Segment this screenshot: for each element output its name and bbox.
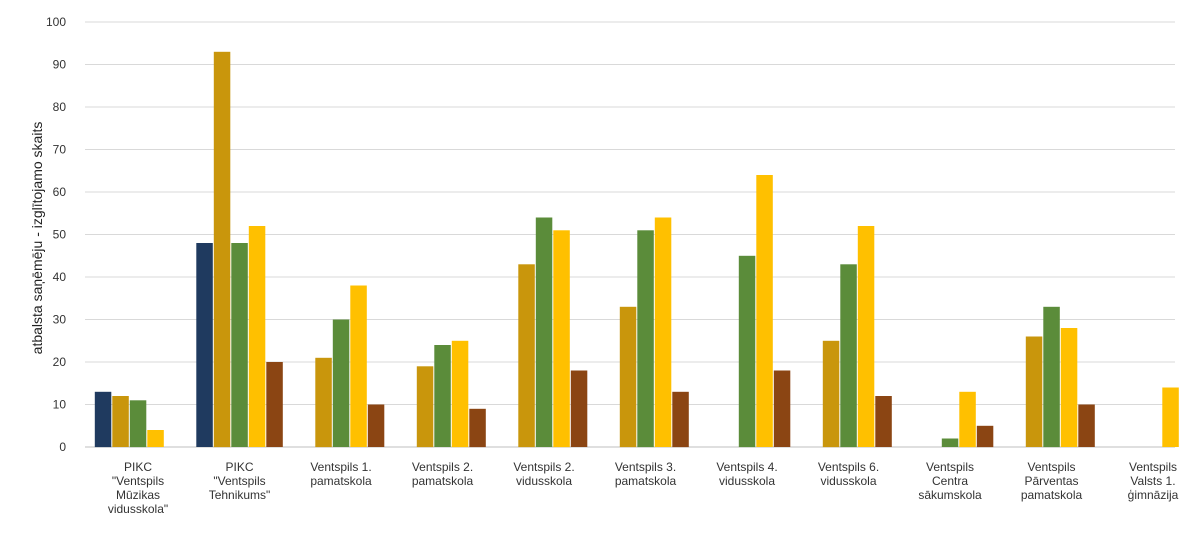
bar [959,391,976,448]
bar [196,243,213,447]
bar [147,430,164,447]
bar [822,340,840,448]
bar [129,400,147,448]
bar [469,408,486,448]
bar [350,285,367,447]
bar [672,391,689,448]
x-category-label: Ventspils 2. vidusskola [513,460,574,488]
x-axis-categories: PIKC "Ventspils Mūzikas vidusskola" PIKC "Ven… [108,460,1179,516]
bar [1043,306,1060,448]
bar [451,340,469,448]
bar [367,404,385,447]
y-tick-label: 0 [59,440,66,454]
y-axis-label: atbalsta saņēmēju - izglītojamo skaits [29,122,45,355]
x-category-label: Ventspils 3. pamatskola [615,460,677,488]
bar [976,425,994,448]
bar [570,370,588,447]
bar [857,226,875,447]
x-category-label: Ventspils 2. pamatskola [412,460,474,488]
bar [112,396,129,447]
bar [266,362,283,447]
bar [553,230,570,448]
bar [875,396,892,447]
y-tick-label: 80 [53,100,67,114]
y-tick-label: 30 [53,313,67,327]
x-category-label: Ventspils Pārventas pamatskola [1021,460,1083,502]
y-tick-label: 60 [53,185,67,199]
bar [1060,328,1078,447]
bar [518,264,535,448]
y-tick-label: 70 [53,143,67,157]
bar [213,51,231,448]
bars [94,51,1179,448]
y-axis-ticks: 0 10 20 30 40 50 60 70 80 90 100 [46,15,66,454]
y-tick-label: 100 [46,15,66,29]
bar [535,217,553,447]
bar [738,255,756,448]
bar [637,230,654,448]
x-category-label: Ventspils 1. pamatskola [310,460,372,488]
y-tick-label: 10 [53,398,67,412]
bar [248,226,266,447]
bar [416,366,434,448]
bar [619,306,637,448]
bar [332,319,350,447]
bar [756,175,773,447]
bar [315,357,332,448]
y-tick-label: 90 [53,58,67,72]
x-category-label: Ventspils 4. vidusskola [716,460,777,488]
x-category-label: PIKC "Ventspils Tehnikums" [209,460,271,502]
x-category-label: Ventspils 6. vidusskola [818,460,879,488]
x-category-label: Ventspils Centra sākumskola [918,460,982,502]
bar [1162,387,1179,447]
bar [773,370,791,447]
bar [1025,336,1043,447]
bar [94,391,112,448]
bar [941,438,959,447]
x-category-label: PIKC "Ventspils Mūzikas vidusskola" [108,460,168,516]
y-tick-label: 50 [53,228,67,242]
bar [434,345,451,447]
bar [231,243,248,447]
bar [1078,404,1095,447]
bar [840,264,857,448]
x-category-label: Ventspils Valsts 1. ģimnāzija [1128,460,1179,502]
y-tick-label: 20 [53,355,67,369]
y-tick-label: 40 [53,270,67,284]
bar [654,217,672,447]
